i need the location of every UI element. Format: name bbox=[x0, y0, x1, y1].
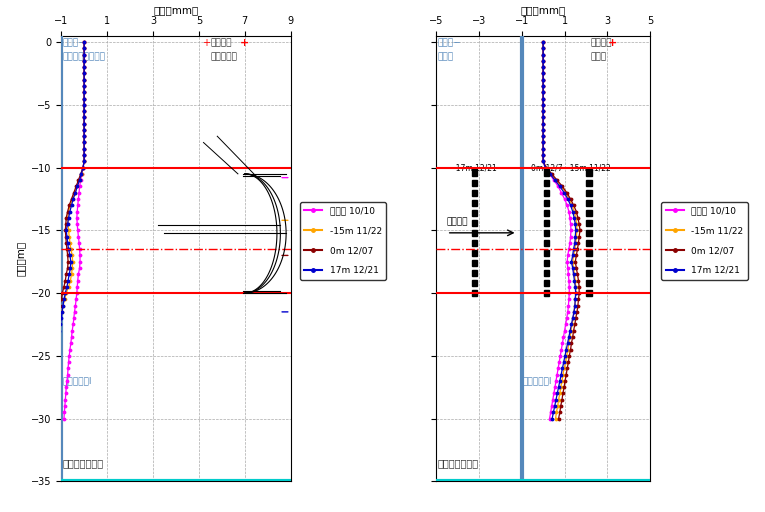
Bar bbox=[472, 250, 477, 256]
Bar bbox=[587, 270, 592, 276]
Bar bbox=[544, 230, 549, 236]
Text: +: + bbox=[240, 38, 249, 48]
Bar bbox=[472, 280, 477, 286]
Text: +: + bbox=[607, 38, 617, 48]
Text: 坊口側: 坊口側 bbox=[591, 52, 607, 61]
Bar bbox=[587, 169, 592, 176]
Text: 変位：＋: 変位：＋ bbox=[591, 38, 612, 47]
Text: 既設水路　天端: 既設水路 天端 bbox=[437, 458, 478, 468]
Bar bbox=[472, 230, 477, 236]
X-axis label: 変位（mm）: 変位（mm） bbox=[153, 5, 199, 15]
Bar bbox=[587, 240, 592, 246]
Legend: 初期値 10/10, -15m 11/22, 0m 12/07, 17m 12/21: 初期値 10/10, -15m 11/22, 0m 12/07, 17m 12/… bbox=[300, 202, 386, 280]
Bar bbox=[544, 220, 549, 226]
Bar bbox=[472, 290, 477, 296]
Bar bbox=[472, 240, 477, 246]
X-axis label: 変位（mm）: 変位（mm） bbox=[520, 5, 566, 15]
Bar bbox=[544, 169, 549, 176]
Bar bbox=[544, 189, 549, 196]
Y-axis label: 深度（m）: 深度（m） bbox=[15, 241, 25, 276]
Bar bbox=[472, 169, 477, 176]
Bar bbox=[587, 189, 592, 196]
Bar bbox=[587, 280, 592, 286]
Bar bbox=[544, 180, 549, 186]
Text: 掘削方向: 掘削方向 bbox=[447, 217, 468, 226]
Bar bbox=[544, 200, 549, 206]
Bar bbox=[472, 260, 477, 266]
Bar bbox=[544, 280, 549, 286]
Text: 切羽側: 切羽側 bbox=[437, 52, 453, 61]
Text: 変位：−: 変位：− bbox=[63, 38, 86, 47]
Text: 変位：＋: 変位：＋ bbox=[210, 38, 232, 47]
Text: 0m 12/7: 0m 12/7 bbox=[531, 164, 562, 173]
Text: トンネル側: トンネル側 bbox=[210, 52, 237, 61]
Bar bbox=[472, 189, 477, 196]
Bar bbox=[544, 209, 549, 216]
Bar bbox=[472, 200, 477, 206]
Bar bbox=[472, 220, 477, 226]
Bar bbox=[587, 200, 592, 206]
Bar bbox=[472, 180, 477, 186]
Bar bbox=[587, 209, 592, 216]
Text: 既設水路　天端: 既設水路 天端 bbox=[63, 458, 104, 468]
Text: 管理レベルI: 管理レベルI bbox=[63, 376, 93, 386]
Bar bbox=[544, 270, 549, 276]
Text: 変位：−: 変位：− bbox=[437, 38, 461, 47]
Bar bbox=[587, 260, 592, 266]
Bar bbox=[587, 220, 592, 226]
Legend: 初期値 10/10, -15m 11/22, 0m 12/07, 17m 12/21: 初期値 10/10, -15m 11/22, 0m 12/07, 17m 12/… bbox=[661, 202, 747, 280]
Bar bbox=[587, 180, 592, 186]
Text: -15m 11/22: -15m 11/22 bbox=[568, 164, 611, 173]
Bar bbox=[544, 290, 549, 296]
Text: 管理レベルI: 管理レベルI bbox=[522, 376, 552, 386]
Bar bbox=[544, 260, 549, 266]
Bar bbox=[544, 240, 549, 246]
Bar bbox=[472, 270, 477, 276]
Bar bbox=[587, 290, 592, 296]
Bar bbox=[587, 230, 592, 236]
Bar bbox=[587, 250, 592, 256]
Text: +: + bbox=[203, 38, 210, 48]
Text: トンネルと反対側: トンネルと反対側 bbox=[63, 52, 106, 61]
Bar bbox=[472, 209, 477, 216]
Text: -17m 12/21: -17m 12/21 bbox=[453, 164, 496, 173]
Bar bbox=[544, 250, 549, 256]
